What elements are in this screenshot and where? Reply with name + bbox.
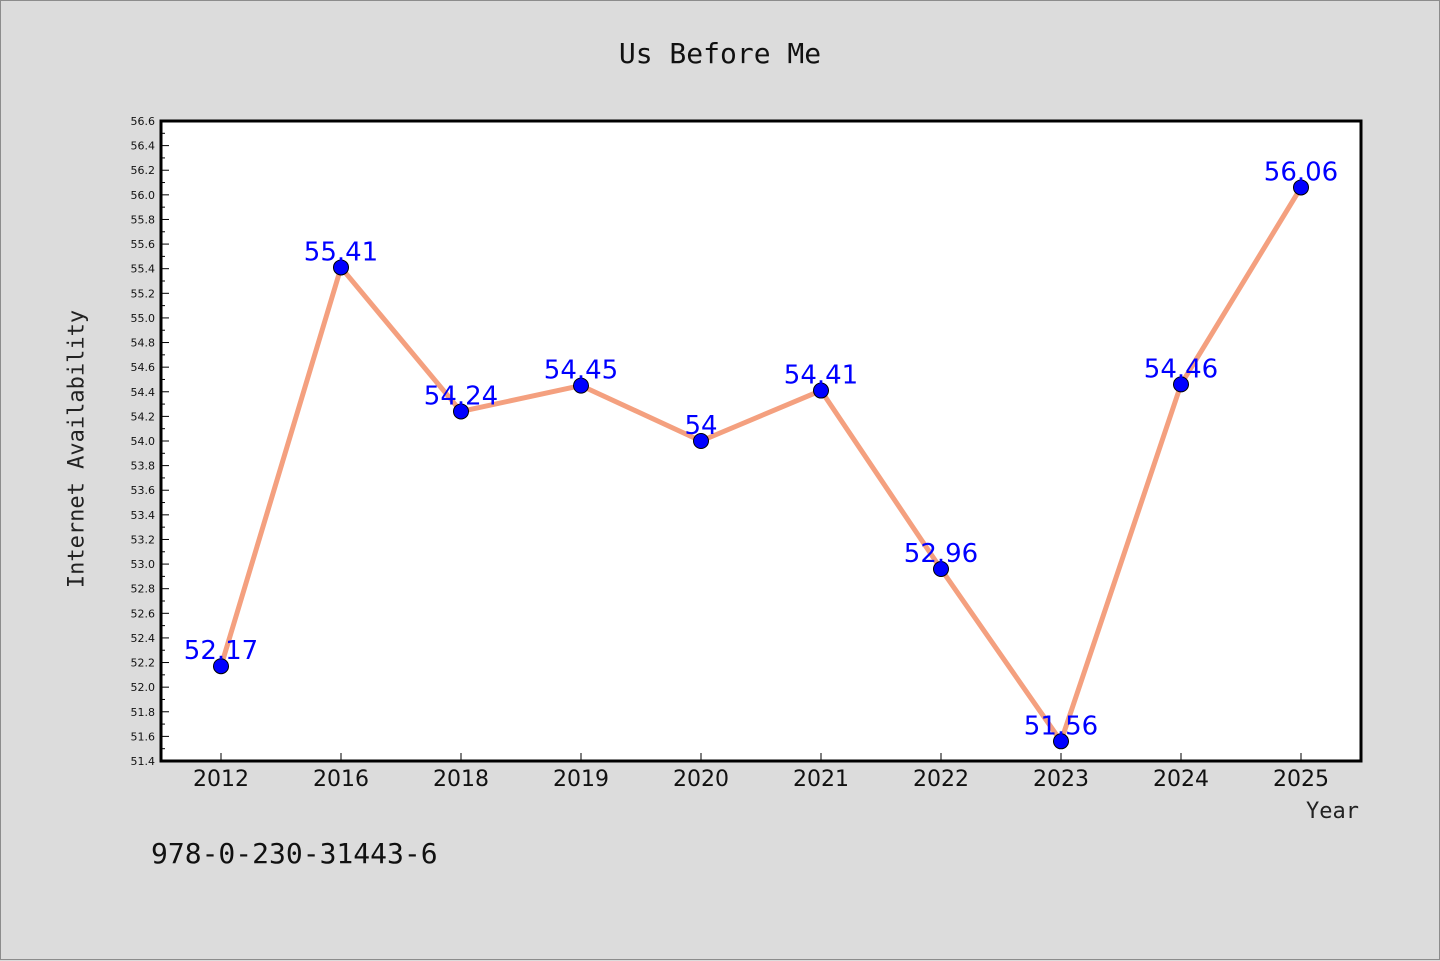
plot-area [159,119,1363,763]
data-label: 54.24 [424,381,498,411]
data-point [813,382,829,399]
data-point [1293,179,1309,196]
data-point [453,403,469,420]
y-tick-label: 55.0 [131,312,156,325]
isbn-text: 978-0-230-31443-6 [151,837,438,870]
x-tick-label: 2024 [1153,767,1209,792]
data-label: 56.06 [1264,157,1338,187]
data-label: 55.41 [304,237,378,267]
x-tick-label: 2025 [1273,767,1329,792]
data-label: 51.56 [1024,711,1098,741]
data-label: 52.96 [904,539,978,569]
series-line [218,184,1304,744]
x-tick-label: 2023 [1033,767,1089,792]
data-label: 54.41 [784,361,858,391]
data-point [213,658,229,675]
x-tick-label: 2018 [433,767,489,792]
y-tick-label: 55.8 [131,213,156,226]
y-tick-label: 56.0 [131,189,156,202]
y-tick-label: 52.4 [131,632,156,645]
chart-title: Us Before Me [618,37,822,70]
y-tick-label: 52.2 [131,657,156,670]
y-tick-label: 55.4 [131,263,156,276]
y-tick-label: 51.6 [131,730,156,743]
y-tick-label: 53.2 [131,533,156,546]
y-tick-label: 53.4 [131,509,156,522]
data-point [333,259,349,276]
y-tick-label: 54.0 [131,435,156,448]
data-label: 54 [684,411,717,441]
data-point [933,561,949,577]
y-tick-label: 56.6 [131,115,156,128]
x-tick-label: 2022 [913,767,969,792]
x-axis-label: Year [1306,799,1359,824]
data-point [693,433,709,449]
y-tick-label: 51.4 [131,755,156,768]
data-point [573,377,589,394]
y-tick-label: 52.8 [131,583,156,596]
x-tick-label: 2016 [313,767,369,792]
x-tick-label: 2012 [193,767,249,792]
y-tick-label: 55.2 [131,287,156,300]
data-point [1173,376,1189,393]
data-label: 54.45 [544,356,618,386]
x-tick-label: 2019 [553,767,609,792]
x-tick-label: 2021 [793,767,849,792]
y-tick-label: 53.6 [131,484,156,497]
y-tick-label: 52.6 [131,607,156,620]
y-tick-label: 54.8 [131,337,156,350]
y-tick-label: 54.2 [131,410,156,423]
y-tick-label: 54.4 [131,386,156,399]
x-tick-label: 2020 [673,767,729,792]
y-tick-label: 53.8 [131,460,156,473]
data-label: 54.46 [1144,354,1218,384]
y-tick-label: 55.6 [131,238,156,251]
y-tick-label: 54.6 [131,361,156,374]
y-tick-label: 53.0 [131,558,156,571]
y-tick-label: 56.4 [131,140,156,153]
y-tick-label: 51.8 [131,706,156,719]
y-tick-label: 56.2 [131,164,156,177]
data-point [1053,733,1069,750]
y-tick-label: 52.0 [131,681,156,694]
data-label: 52.17 [184,636,258,666]
